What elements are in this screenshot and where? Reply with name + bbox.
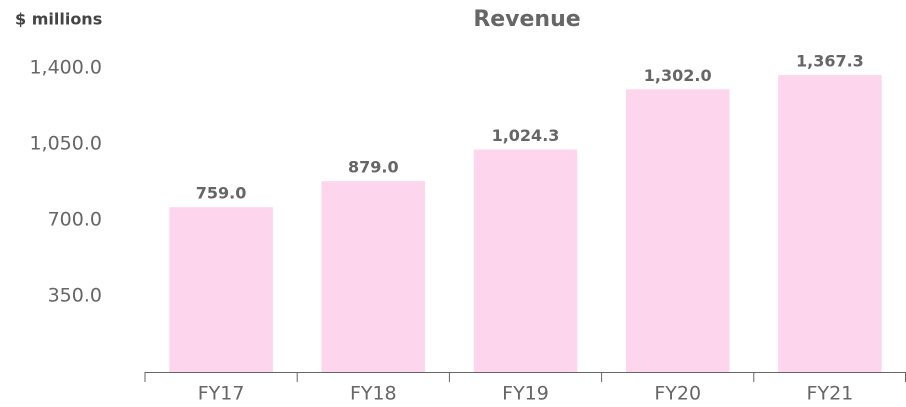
value-label: 759.0 xyxy=(196,184,247,203)
x-tick-label: FY21 xyxy=(807,383,854,405)
bar xyxy=(625,89,730,372)
value-label: 1,302.0 xyxy=(644,66,712,85)
x-tick-label: FY20 xyxy=(654,383,701,405)
bar xyxy=(473,149,578,372)
value-label: 879.0 xyxy=(348,158,399,177)
y-tick-label: 1,400.0 xyxy=(29,57,102,79)
x-tick-label: FY19 xyxy=(502,383,549,405)
value-label: 1,367.3 xyxy=(796,52,864,71)
y-tick-label: 350.0 xyxy=(48,285,102,307)
x-tick-label: FY17 xyxy=(198,383,245,405)
value-label: 1,024.3 xyxy=(492,126,560,145)
bar xyxy=(778,75,882,372)
bar xyxy=(321,181,426,372)
x-tick-label: FY18 xyxy=(350,383,397,405)
y-tick-label: 1,050.0 xyxy=(29,133,102,155)
bar xyxy=(169,207,273,372)
chart-title: Revenue xyxy=(473,7,580,32)
y-axis-label: $ millions xyxy=(15,10,102,29)
y-tick-label: 700.0 xyxy=(48,209,102,231)
